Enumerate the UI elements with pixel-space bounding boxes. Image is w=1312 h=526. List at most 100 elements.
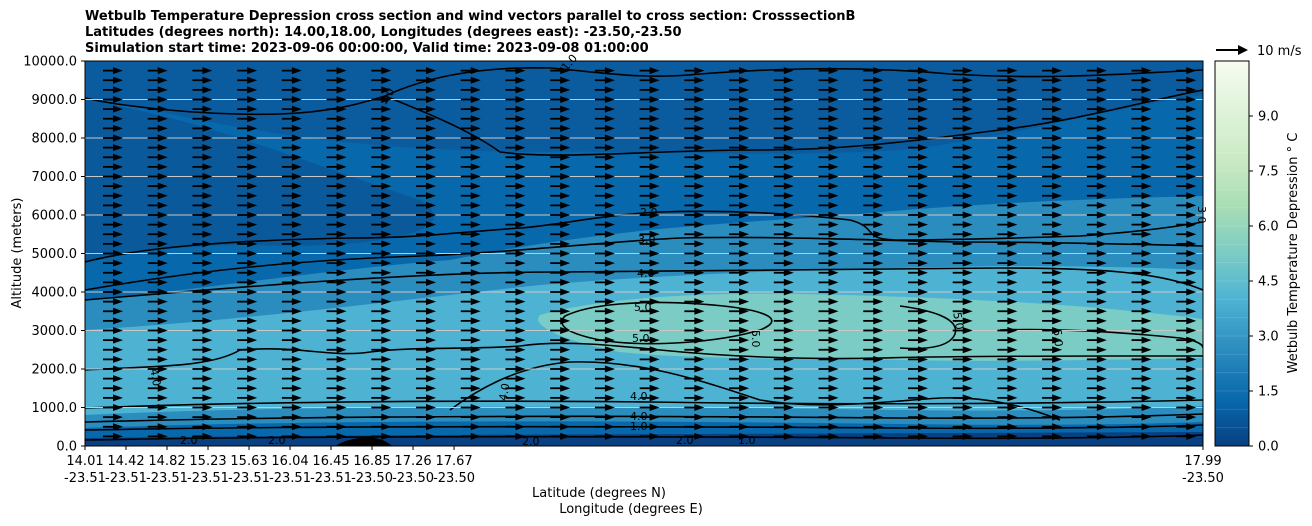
wind-vector-head	[247, 250, 258, 257]
wind-vector-head	[1052, 288, 1063, 296]
wind-vector-head	[560, 365, 571, 373]
wind-vector-head	[381, 432, 392, 440]
wind-vector-head	[783, 432, 794, 440]
wind-vector-head	[202, 240, 213, 248]
wind-vector-head	[917, 86, 928, 94]
wind-vector-head	[828, 413, 839, 421]
wind-vector-head	[515, 307, 526, 315]
wind-vector-head	[694, 298, 705, 306]
wind-vector-head	[470, 384, 481, 392]
wind-vector-head	[917, 96, 928, 103]
wind-vector-head	[1052, 327, 1063, 334]
wind-vector-head	[336, 221, 347, 229]
wind-vector-head	[381, 124, 392, 132]
wind-vector-head	[962, 317, 973, 325]
wind-vector-head	[381, 230, 392, 238]
wind-vector-head	[694, 153, 705, 161]
colorbar-tick-label: 9.0	[1258, 110, 1279, 125]
wind-vector-head	[157, 153, 168, 161]
wind-vector-head	[470, 327, 481, 334]
wind-vector-head	[515, 259, 526, 267]
wind-vector-head	[381, 365, 392, 373]
wind-vector-head	[962, 288, 973, 296]
wind-vector-head	[1007, 163, 1018, 171]
wind-vector-head	[470, 105, 481, 113]
wind-vector-head	[560, 230, 571, 238]
wind-vector-head	[515, 221, 526, 229]
wind-vector-head	[113, 375, 123, 383]
wind-vector-head	[783, 317, 794, 325]
wind-vector-head	[694, 355, 705, 363]
wind-vector-head	[828, 365, 839, 373]
wind-vector-head	[336, 317, 347, 325]
wind-vector-head	[783, 173, 794, 180]
wind-vector-head	[1141, 288, 1152, 296]
wind-vector-head	[873, 173, 884, 180]
wind-vector-head	[1052, 124, 1063, 132]
wind-vector-head	[113, 307, 123, 315]
wind-vector-head	[1007, 394, 1018, 402]
wind-vector-head	[917, 375, 928, 383]
wind-vector-head	[649, 240, 660, 248]
wind-vector-head	[873, 221, 884, 229]
chart-title: Wetbulb Temperature Depression cross sec…	[85, 9, 855, 57]
wind-vector-head	[426, 432, 437, 440]
wind-vector-head	[1141, 173, 1152, 180]
wind-vector-head	[1096, 67, 1107, 75]
wind-vector-head	[739, 67, 750, 75]
wind-vector-head	[515, 76, 526, 84]
wind-vector-head	[962, 96, 973, 103]
wind-vector-head	[783, 192, 794, 200]
wind-vector-head	[1052, 384, 1063, 392]
wind-vector-head	[426, 240, 437, 248]
wind-vector-head	[1096, 105, 1107, 113]
wind-vector-head	[1096, 173, 1107, 180]
wind-vector-head	[1141, 221, 1152, 229]
wind-vector-head	[560, 269, 571, 277]
wind-vector-head	[202, 365, 213, 373]
wind-vector-head	[381, 153, 392, 161]
wind-vector-head	[649, 211, 660, 219]
wind-vector-head	[1186, 346, 1197, 354]
wind-vector-head	[783, 134, 794, 142]
wind-vector-head	[247, 230, 258, 238]
wind-vector-head	[247, 423, 258, 431]
wind-vector-head	[604, 355, 615, 363]
wind-vector-head	[470, 317, 481, 325]
wind-vector-head	[1007, 86, 1018, 94]
wind-vector-head	[783, 115, 794, 123]
wind-vector-head	[157, 404, 168, 411]
wind-vector-head	[113, 336, 123, 344]
wind-vector-head	[1141, 317, 1152, 325]
wind-vector-head	[157, 105, 168, 113]
wind-vector-head	[470, 163, 481, 171]
wind-vector-head	[962, 278, 973, 286]
wind-vector-head	[560, 298, 571, 306]
wind-vector-head	[336, 346, 347, 354]
wind-vector-head	[426, 115, 437, 123]
wind-vector-head	[381, 134, 392, 142]
wind-vector-head	[381, 96, 392, 103]
wind-vector-head	[157, 278, 168, 286]
wind-vector-head	[202, 76, 213, 84]
wind-vector-head	[1186, 259, 1197, 267]
wind-vector-head	[694, 76, 705, 84]
wind-vector-head	[1052, 259, 1063, 267]
wind-vector-head	[247, 153, 258, 161]
colorbar-tick-label: 0.0	[1258, 440, 1279, 455]
wind-vector-head	[381, 327, 392, 334]
x-tick-label-lat: 15.23	[189, 454, 226, 469]
wind-vector-head	[604, 384, 615, 392]
wind-vector-head	[291, 432, 302, 440]
wind-vector-head	[247, 134, 258, 142]
wind-vector-head	[917, 384, 928, 392]
wind-vector-head	[962, 134, 973, 142]
wind-vector-head	[157, 211, 168, 219]
colorbar-frame	[1214, 60, 1250, 447]
wind-vector-head	[604, 269, 615, 277]
wind-vector-head	[202, 144, 213, 152]
wind-vector-head	[783, 211, 794, 219]
wind-vector-head	[917, 432, 928, 440]
wind-vector-head	[1096, 375, 1107, 383]
wind-vector-head	[1096, 182, 1107, 190]
